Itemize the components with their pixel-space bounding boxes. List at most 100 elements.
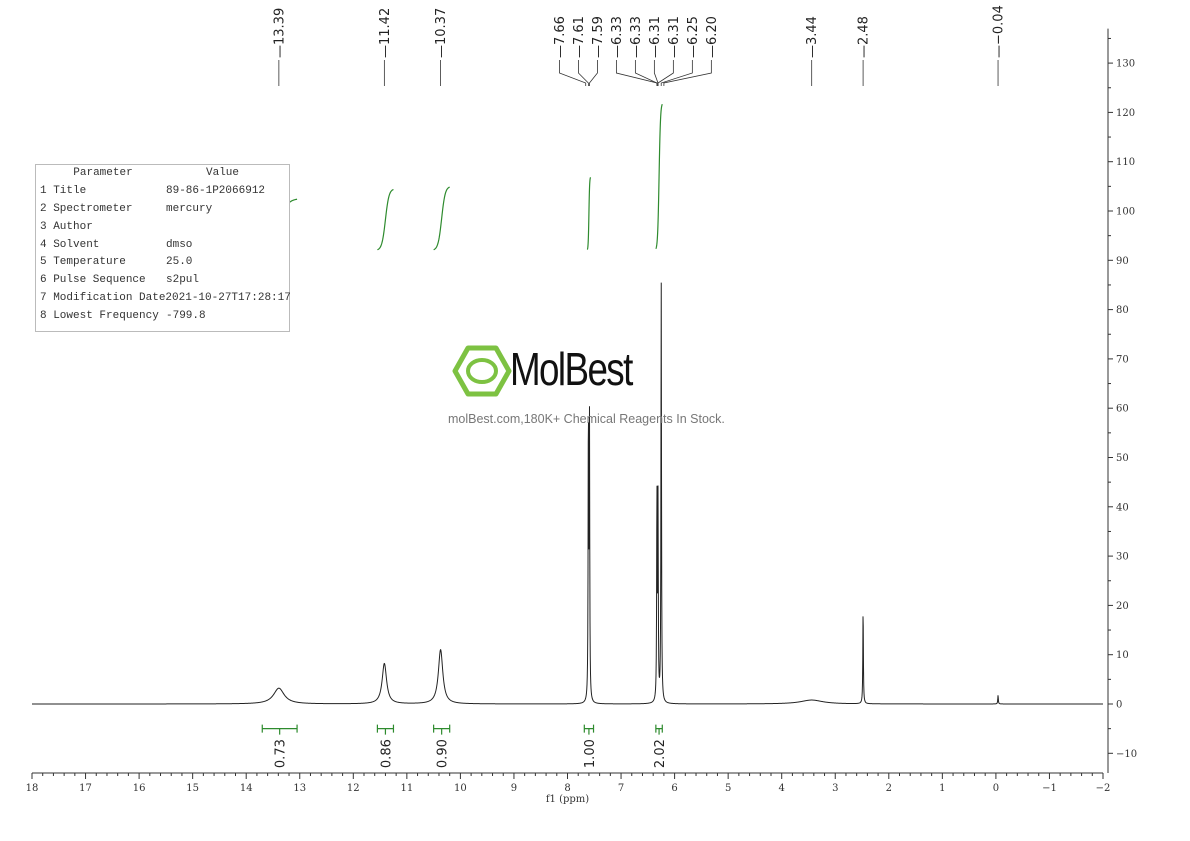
- y-tick-label: −10: [1116, 749, 1137, 760]
- x-tick-label: 10: [454, 783, 467, 794]
- peak-label-connector: [660, 60, 693, 86]
- x-tick-label: 11: [400, 783, 413, 794]
- header-value: Value: [206, 167, 240, 179]
- y-tick-label: 50: [1116, 453, 1129, 464]
- parameter-value: 25.0: [166, 256, 193, 269]
- parameter-name: 2 Spectrometer: [40, 202, 133, 215]
- peak-label: —2.48: [857, 16, 872, 58]
- y-tick-label: 60: [1116, 404, 1129, 415]
- x-axis-label: f1 (ppm): [546, 794, 589, 805]
- x-tick-label: 7: [618, 783, 624, 794]
- x-tick-label: 5: [725, 783, 731, 794]
- peak-label-connector: [559, 60, 587, 86]
- parameter-row: 5 Temperature 25.0: [36, 254, 289, 272]
- y-tick-label: 80: [1116, 305, 1129, 316]
- integral-curve: [433, 186, 450, 251]
- peak-label: —6.31: [648, 16, 663, 58]
- integral-bracket: [433, 724, 451, 735]
- y-tick-label: 0: [1116, 700, 1122, 711]
- integral-value: 2.02: [653, 739, 668, 768]
- parameter-name: 8 Lowest Frequency: [40, 310, 159, 323]
- parameter-row: 1 Title 89-86-1P2066912: [36, 183, 289, 201]
- x-tick-label: 12: [347, 783, 360, 794]
- x-tick-label: 9: [511, 783, 517, 794]
- peak-label: —7.66: [553, 16, 568, 58]
- header-parameter: Parameter: [73, 167, 133, 179]
- y-tick-label: 10: [1116, 650, 1129, 661]
- y-tick-label: 20: [1116, 601, 1129, 612]
- integral-value: 1.00: [583, 739, 598, 768]
- integral-curve: [655, 103, 663, 250]
- integral-value: 0.73: [274, 739, 289, 768]
- y-tick-label: 130: [1116, 59, 1135, 70]
- y-tick-label: 30: [1116, 552, 1129, 563]
- integral-bracket: [655, 724, 663, 735]
- x-tick-label: 2: [886, 783, 892, 794]
- parameter-value: -799.8: [166, 310, 206, 323]
- parameter-name: 1 Title: [40, 184, 87, 197]
- parameter-name: 7 Modification Date: [40, 292, 166, 305]
- parameter-value: 2021-10-27T17:28:17: [165, 292, 291, 305]
- peak-label: —6.31: [667, 16, 682, 58]
- integral-curve: [586, 177, 592, 250]
- y-tick-label: 90: [1116, 256, 1129, 267]
- spectrum-line: [32, 282, 1103, 705]
- integral-bracket: [376, 724, 395, 735]
- integral-bracket: [261, 724, 298, 735]
- peak-label: —6.20: [705, 16, 720, 58]
- parameter-name: 6 Pulse Sequence: [40, 274, 146, 287]
- parameter-name: 3 Author: [40, 220, 93, 233]
- peak-label-connector: [615, 60, 658, 86]
- x-tick-label: −1: [1042, 783, 1057, 794]
- y-tick-label: 120: [1116, 108, 1135, 119]
- parameter-table: Parameter Value 1 Title 89-86-1P2066912 2 …: [35, 164, 291, 332]
- parameter-value: mercury: [166, 202, 213, 215]
- x-tick-label: 13: [293, 783, 306, 794]
- parameter-value: dmso: [166, 238, 193, 251]
- peak-label-connector: [663, 60, 712, 86]
- parameter-value: s2pul: [166, 274, 200, 287]
- peak-label: —−0.04: [992, 5, 1007, 58]
- parameter-row: 8 Lowest Frequency -799.8: [36, 308, 289, 326]
- y-tick-label: 100: [1116, 207, 1135, 218]
- x-tick-label: 17: [79, 783, 92, 794]
- x-tick-label: 6: [671, 783, 677, 794]
- parameter-row: 4 Solvent dmso: [36, 237, 289, 255]
- x-tick-label: 3: [832, 783, 838, 794]
- x-tick-label: 16: [133, 783, 146, 794]
- parameter-row: 2 Spectrometer mercury: [36, 201, 289, 219]
- parameter-row: 7 Modification Date 2021-10-27T17:28:17: [36, 290, 291, 308]
- peak-label: —13.39: [272, 8, 287, 58]
- parameter-row: 3 Author: [36, 219, 289, 237]
- peak-label: —6.33: [610, 16, 625, 58]
- peak-label-connector: [657, 60, 674, 86]
- x-tick-label: 14: [240, 783, 253, 794]
- peak-label-connector: [589, 60, 598, 86]
- y-tick-label: 40: [1116, 502, 1129, 513]
- integral-curve: [377, 188, 394, 251]
- x-tick-label: 4: [779, 783, 785, 794]
- peak-label: —3.44: [805, 16, 820, 58]
- peak-label: —6.33: [629, 16, 644, 58]
- peak-label: —10.37: [434, 8, 449, 58]
- y-tick-label: 110: [1116, 157, 1135, 168]
- integral-bracket: [583, 724, 595, 735]
- x-tick-label: 8: [564, 783, 570, 794]
- peak-label: —7.59: [591, 16, 606, 58]
- watermark-logo-text: MolBest: [510, 343, 633, 395]
- x-tick-label: −2: [1096, 783, 1111, 794]
- x-tick-label: 18: [26, 783, 39, 794]
- peak-label: —7.61: [572, 16, 587, 58]
- peak-label-connector: [634, 60, 658, 86]
- integral-value: 0.90: [436, 739, 451, 768]
- watermark-tagline: molBest.com,180K+ Chemical Reagents In S…: [448, 412, 725, 426]
- x-tick-label: 0: [993, 783, 999, 794]
- parameter-value: 89-86-1P2066912: [166, 184, 266, 197]
- peak-label-connector: [578, 60, 589, 86]
- parameter-row: 6 Pulse Sequence s2pul: [36, 272, 289, 290]
- x-tick-label: 15: [186, 783, 199, 794]
- parameter-name: 4 Solvent: [40, 238, 100, 251]
- peak-label: —6.25: [686, 16, 701, 58]
- benzene-logo-icon: [452, 345, 512, 397]
